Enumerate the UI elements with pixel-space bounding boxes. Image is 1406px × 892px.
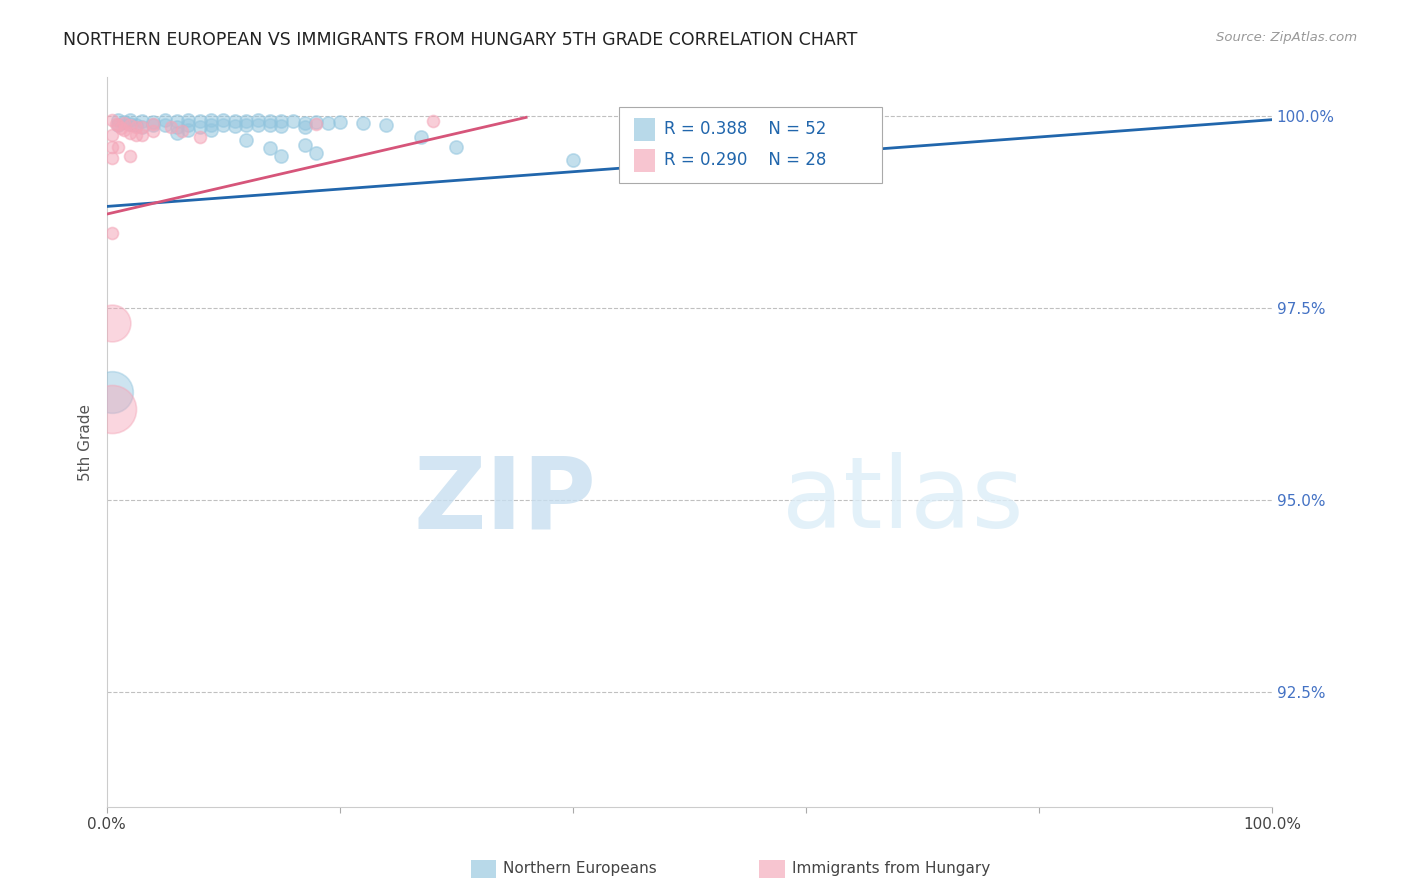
Point xyxy=(131,128,153,142)
Y-axis label: 5th Grade: 5th Grade xyxy=(79,404,93,481)
Point xyxy=(422,114,444,128)
Point xyxy=(200,122,222,136)
Point xyxy=(352,116,374,130)
FancyBboxPatch shape xyxy=(634,118,655,141)
Text: Northern Europeans: Northern Europeans xyxy=(503,862,657,876)
Point xyxy=(316,116,339,130)
Point xyxy=(104,116,127,130)
Point xyxy=(188,114,211,128)
FancyBboxPatch shape xyxy=(619,107,882,183)
Point xyxy=(107,118,129,132)
Point xyxy=(159,120,181,134)
Point xyxy=(188,120,211,134)
Point xyxy=(118,112,141,127)
Point xyxy=(224,114,246,128)
Point xyxy=(411,130,433,145)
Point xyxy=(247,118,270,132)
Point xyxy=(131,120,153,134)
Point xyxy=(305,145,328,160)
Point xyxy=(294,120,316,134)
Point xyxy=(125,128,148,142)
Point xyxy=(212,118,235,132)
Point xyxy=(235,114,257,128)
Point xyxy=(153,113,176,128)
Point xyxy=(110,121,132,136)
Point xyxy=(118,116,141,130)
Text: R = 0.290    N = 28: R = 0.290 N = 28 xyxy=(664,151,825,169)
Point xyxy=(172,124,194,138)
Point xyxy=(270,119,292,133)
Point xyxy=(118,149,141,163)
Point xyxy=(112,115,135,129)
Point xyxy=(101,139,124,153)
Point xyxy=(166,114,188,128)
Point xyxy=(235,118,257,132)
Point xyxy=(101,113,124,128)
Point xyxy=(294,116,316,130)
Text: ZIP: ZIP xyxy=(413,452,596,549)
Point xyxy=(212,113,235,128)
Point xyxy=(107,112,129,127)
Text: NORTHERN EUROPEAN VS IMMIGRANTS FROM HUNGARY 5TH GRADE CORRELATION CHART: NORTHERN EUROPEAN VS IMMIGRANTS FROM HUN… xyxy=(63,31,858,49)
Point xyxy=(125,118,148,132)
Point xyxy=(131,120,153,135)
Text: R = 0.388    N = 52: R = 0.388 N = 52 xyxy=(664,120,825,138)
Point xyxy=(166,126,188,140)
Point xyxy=(142,124,165,138)
Point xyxy=(101,385,124,400)
Point xyxy=(259,114,281,128)
Point xyxy=(131,114,153,128)
Point xyxy=(118,126,141,140)
Point xyxy=(112,116,135,130)
Point xyxy=(270,149,292,163)
FancyBboxPatch shape xyxy=(634,149,655,172)
Point xyxy=(305,116,328,130)
Point xyxy=(678,139,700,153)
Point xyxy=(259,118,281,132)
Point xyxy=(177,113,200,128)
Point xyxy=(270,114,292,128)
Point xyxy=(118,118,141,132)
Point xyxy=(101,151,124,165)
Point xyxy=(166,120,188,135)
Point xyxy=(235,133,257,147)
Point xyxy=(259,141,281,155)
Point xyxy=(224,119,246,133)
Text: Source: ZipAtlas.com: Source: ZipAtlas.com xyxy=(1216,31,1357,45)
Point xyxy=(305,115,328,129)
Point xyxy=(125,120,148,134)
Point xyxy=(444,139,467,153)
Point xyxy=(101,316,124,330)
Point xyxy=(375,118,398,132)
Text: atlas: atlas xyxy=(783,452,1024,549)
Point xyxy=(153,118,176,132)
Point xyxy=(101,128,124,142)
Point xyxy=(188,130,211,145)
Point xyxy=(177,122,200,136)
Point xyxy=(112,122,135,136)
Point xyxy=(200,118,222,132)
Point xyxy=(247,113,270,128)
Point xyxy=(142,115,165,129)
Point xyxy=(142,116,165,130)
Point xyxy=(107,139,129,153)
Point xyxy=(107,118,129,132)
Point xyxy=(294,138,316,153)
Point xyxy=(101,226,124,240)
Point xyxy=(101,402,124,417)
Point xyxy=(853,116,876,130)
Point xyxy=(281,114,304,128)
Point xyxy=(561,153,583,168)
Point xyxy=(200,113,222,128)
Text: Immigrants from Hungary: Immigrants from Hungary xyxy=(792,862,990,876)
Point xyxy=(142,118,165,132)
Point xyxy=(177,118,200,132)
Point xyxy=(329,115,352,129)
